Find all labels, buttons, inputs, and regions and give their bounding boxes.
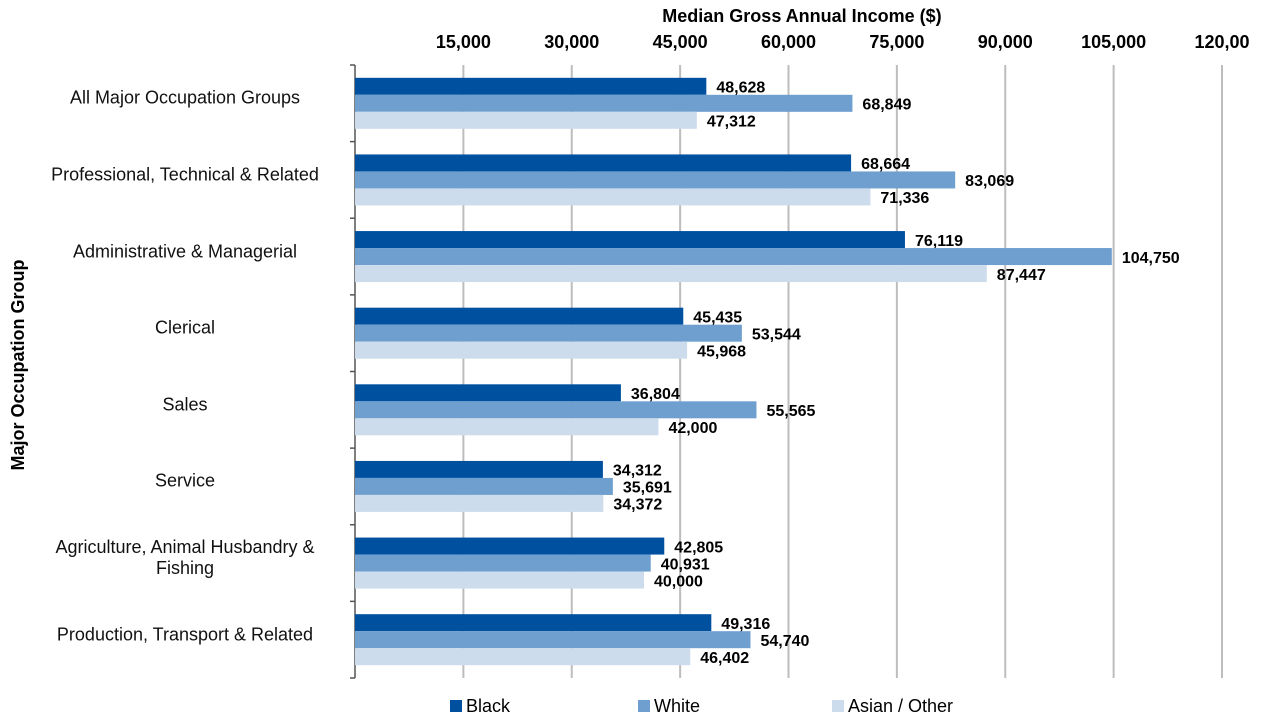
y-tick-label: Sales bbox=[162, 394, 208, 415]
legend-swatch bbox=[638, 700, 650, 712]
y-tick-label: Production, Transport & Related bbox=[56, 624, 314, 645]
x-tick-label: 60,000 bbox=[761, 32, 816, 52]
bar bbox=[355, 418, 659, 436]
bar bbox=[355, 341, 688, 359]
data-label: 34,312 bbox=[613, 463, 662, 480]
bar bbox=[355, 401, 757, 419]
bar bbox=[355, 111, 697, 129]
legend-swatch bbox=[832, 700, 844, 712]
bar bbox=[355, 571, 644, 589]
y-tick-label: Administrative & Managerial bbox=[72, 241, 298, 262]
data-label: 54,740 bbox=[760, 633, 809, 650]
x-tick-label: 45,000 bbox=[653, 32, 708, 52]
data-label: 55,565 bbox=[766, 403, 815, 420]
data-label: 34,372 bbox=[613, 497, 662, 514]
bar bbox=[355, 631, 751, 649]
bar bbox=[355, 154, 852, 172]
chart-title: Median Gross Annual Income ($) bbox=[662, 6, 941, 26]
x-tick-label: 15,000 bbox=[436, 32, 491, 52]
data-label: 71,336 bbox=[880, 190, 929, 207]
data-label: 45,968 bbox=[697, 343, 746, 360]
bar bbox=[355, 307, 684, 325]
bar bbox=[355, 648, 691, 666]
data-label: 42,000 bbox=[668, 420, 717, 437]
bar bbox=[355, 188, 871, 206]
y-tick-label: All Major Occupation Groups bbox=[69, 87, 301, 108]
bar bbox=[355, 171, 956, 189]
legend-label: Black bbox=[466, 696, 511, 716]
bar bbox=[355, 248, 1112, 266]
x-tick-label: 90,000 bbox=[978, 32, 1033, 52]
data-label: 42,805 bbox=[674, 539, 723, 556]
bar bbox=[355, 231, 905, 249]
bar bbox=[355, 324, 742, 342]
data-label: 36,804 bbox=[631, 386, 680, 403]
bar bbox=[355, 94, 853, 112]
x-tick-label: 120,00 bbox=[1194, 32, 1249, 52]
bar bbox=[355, 384, 621, 402]
data-label: 104,750 bbox=[1122, 250, 1180, 267]
data-label: 68,664 bbox=[861, 156, 910, 173]
y-tick-label: Service bbox=[154, 470, 216, 491]
data-label: 83,069 bbox=[965, 173, 1014, 190]
data-label: 68,849 bbox=[862, 97, 911, 114]
bar bbox=[355, 554, 651, 572]
data-label: 53,544 bbox=[752, 326, 801, 343]
data-label: 46,402 bbox=[700, 650, 749, 667]
bar bbox=[355, 77, 707, 95]
data-label: 87,447 bbox=[997, 267, 1046, 284]
data-label: 35,691 bbox=[623, 480, 672, 497]
legend-swatch bbox=[450, 700, 462, 712]
x-tick-label: 105,000 bbox=[1081, 32, 1146, 52]
bar bbox=[355, 265, 987, 283]
y-tick-label: Clerical bbox=[154, 317, 215, 338]
data-label: 48,628 bbox=[716, 80, 765, 97]
y-tick-label: Agriculture, Animal Husbandry & Fishing bbox=[55, 537, 315, 579]
y-axis-title: Major Occupation Group bbox=[8, 259, 28, 470]
data-label: 40,931 bbox=[661, 556, 710, 573]
x-tick-label: 75,000 bbox=[869, 32, 924, 52]
legend-label: White bbox=[654, 696, 700, 716]
bar bbox=[355, 477, 613, 495]
bar bbox=[355, 460, 603, 478]
data-label: 47,312 bbox=[707, 114, 756, 131]
bar bbox=[355, 494, 604, 512]
data-label: 40,000 bbox=[654, 573, 703, 590]
bar bbox=[355, 614, 712, 632]
data-label: 45,435 bbox=[693, 309, 742, 326]
x-tick-label: 30,000 bbox=[544, 32, 599, 52]
data-label: 49,316 bbox=[721, 616, 770, 633]
y-tick-label: Professional, Technical & Related bbox=[51, 164, 319, 185]
bar bbox=[355, 537, 665, 555]
data-label: 76,119 bbox=[915, 233, 963, 250]
legend-label: Asian / Other bbox=[848, 696, 953, 716]
